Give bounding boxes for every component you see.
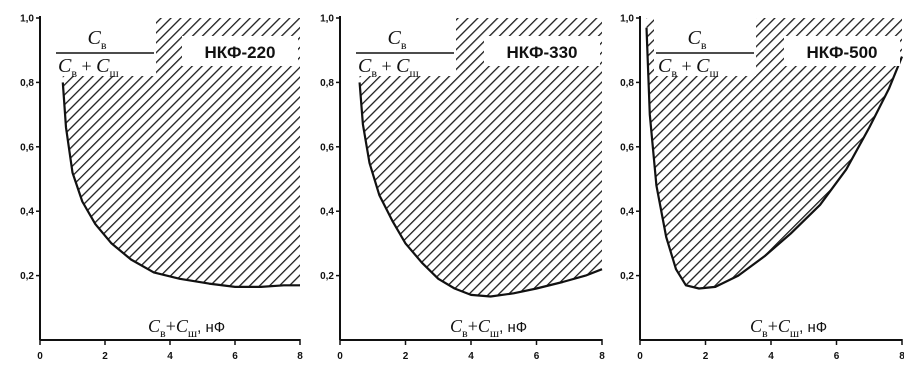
x-tick-label: 2 — [703, 351, 709, 362]
y-tick-label: 0,8 — [320, 78, 334, 89]
title-box — [784, 36, 900, 66]
y-tick-label: 0,4 — [20, 207, 34, 218]
y-tick-label: 0,2 — [320, 271, 334, 282]
x-tick-label: 0 — [637, 351, 643, 362]
x-tick-label: 4 — [167, 351, 173, 362]
y-tick-label: 1,0 — [20, 14, 34, 25]
chart-panel-3: 0,2 0,4 0,6 0,8 1,0 0 2 4 6 8 Cв Cв + Cш НКФ-500 Cв+C… — [620, 14, 904, 363]
y-tick-label: 0,2 — [620, 271, 634, 282]
ylabel-numerator: Cв — [87, 27, 106, 52]
y-tick-label: 0,4 — [620, 207, 634, 218]
x-tick-label: 6 — [534, 351, 540, 362]
ylabel-denominator: Cв + Cш — [358, 55, 420, 80]
x-tick-label: 4 — [768, 351, 774, 362]
boundary-curve — [61, 82, 300, 288]
y-tick-label: 0,8 — [620, 78, 634, 89]
y-tick-label: 0,8 — [20, 78, 34, 89]
x-tick-label: 6 — [232, 351, 238, 362]
chart-panel-1: 0,2 0,4 0,6 0,8 1,0 0 2 4 6 8 Cв Cв + Cш НКФ-220 Cв+C… — [20, 14, 303, 363]
boundary-curve — [645, 27, 904, 290]
x-axis-label: Cв+Cш, нФ — [450, 316, 527, 340]
title-box — [182, 36, 298, 66]
chart-panel-2: 0,2 0,4 0,6 0,8 1,0 0 2 4 6 8 Cв Cв + Cш НКФ-330 Cв+C… — [320, 14, 605, 363]
ylabel-numerator: Cв — [387, 27, 406, 52]
x-tick-label: 0 — [37, 351, 43, 362]
ylabel-box — [54, 18, 156, 76]
chart-title: НКФ-220 — [205, 43, 276, 62]
x-tick-label: 8 — [599, 351, 605, 362]
y-tick-label: 0,2 — [20, 271, 34, 282]
ylabel-denominator: Cв + Cш — [58, 55, 120, 80]
y-tick-label: 0,6 — [320, 142, 334, 153]
ylabel-numerator: Cв — [687, 27, 706, 52]
ylabel-box — [654, 18, 756, 76]
x-axis-label: Cв+Cш, нФ — [750, 316, 827, 340]
x-tick-label: 6 — [834, 351, 840, 362]
hatched-region — [359, 18, 602, 297]
y-tick-label: 1,0 — [320, 14, 334, 25]
x-tick-label: 8 — [899, 351, 904, 362]
x-tick-label: 0 — [337, 351, 343, 362]
chart-title: НКФ-330 — [507, 43, 578, 62]
boundary-curve — [358, 82, 603, 298]
ylabel-box — [354, 18, 456, 76]
chart-title: НКФ-500 — [807, 43, 878, 62]
ylabel-denominator: Cв + Cш — [658, 55, 720, 80]
x-tick-label: 4 — [468, 351, 474, 362]
y-tick-label: 0,6 — [620, 142, 634, 153]
y-tick-label: 0,4 — [320, 207, 334, 218]
x-tick-label: 8 — [297, 351, 303, 362]
x-tick-label: 2 — [102, 351, 108, 362]
x-axis-label: Cв+Cш, нФ — [148, 316, 225, 340]
y-tick-label: 1,0 — [620, 14, 634, 25]
x-tick-label: 2 — [403, 351, 409, 362]
title-box — [484, 36, 600, 66]
hatched-region — [62, 18, 300, 287]
hatched-region — [646, 18, 902, 289]
y-tick-label: 0,6 — [20, 142, 34, 153]
